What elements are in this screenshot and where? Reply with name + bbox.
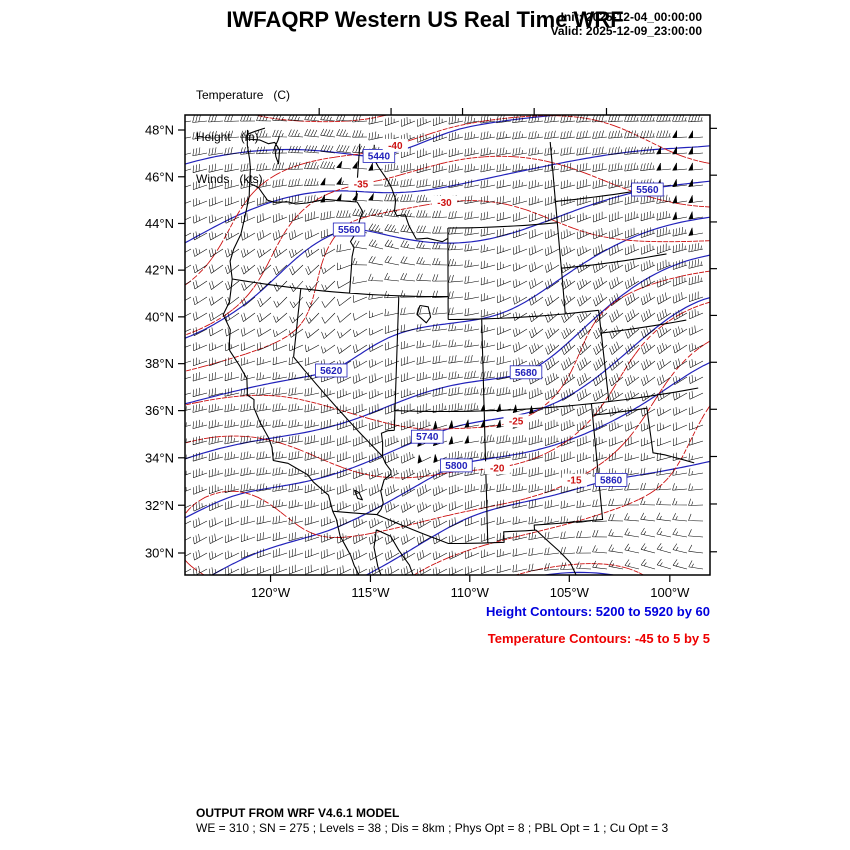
height-contours-caption: Height Contours: 5200 to 5920 by 60 <box>486 604 710 619</box>
contour-labels-layer: 5440 5560 5560 5620 5680 5740 5800 5860 -40 -35 -3… <box>314 138 664 487</box>
contour-label: 5860 <box>600 475 623 486</box>
lat-axis-label: 34°N <box>145 450 174 465</box>
lon-axis-label: 100°W <box>650 585 690 600</box>
field-legend: Temperature (C) Height (m) Winds (kts) <box>196 60 290 200</box>
wind-barbs-layer <box>185 115 704 575</box>
contour-label: -35 <box>354 180 369 191</box>
init-timestamp: Init: 2025-12-04_00:00:00 <box>560 10 702 24</box>
lat-axis-label: 42°N <box>145 263 174 278</box>
contour-label: 5680 <box>515 368 538 379</box>
contour-label: -40 <box>388 141 403 152</box>
map-axes: 48°N 46°N 44°N 42°N 40°N 38°N 36°N 34°N 32°N 30°N… <box>145 108 717 600</box>
contour-label: 5740 <box>416 432 439 443</box>
contour-label: 5620 <box>320 366 343 377</box>
legend-height: Height (m) <box>196 130 259 144</box>
lat-axis-label: 44°N <box>145 216 174 231</box>
lon-axis-label: 115°W <box>351 585 390 600</box>
lat-axis-label: 30°N <box>145 546 174 561</box>
legend-winds: Winds (kts) <box>196 172 263 186</box>
run-timestamps: Init: 2025-12-04_00:00:00 Valid: 2025-12… <box>551 10 702 38</box>
page-title: IWFAQRP Western US Real Time WRF <box>226 7 624 32</box>
contour-label: 5440 <box>368 151 391 162</box>
lat-axis-label: 48°N <box>145 123 174 138</box>
lon-axis-label: 120°W <box>251 585 291 600</box>
contour-label: 5800 <box>445 461 468 472</box>
footer-model-line: OUTPUT FROM WRF V4.6.1 MODEL <box>196 806 400 820</box>
contour-label: -30 <box>437 198 452 209</box>
legend-temperature: Temperature (C) <box>196 88 291 102</box>
lon-axis-label: 105°W <box>550 585 590 600</box>
contour-label: 5560 <box>636 185 659 196</box>
lat-axis-label: 32°N <box>145 498 174 513</box>
lat-axis-label: 36°N <box>145 403 174 418</box>
lat-axis-label: 46°N <box>145 169 174 184</box>
footer-config-line: WE = 310 ; SN = 275 ; Levels = 38 ; Dis … <box>196 821 669 835</box>
contour-label: -15 <box>567 476 582 487</box>
contour-label: -25 <box>509 416 524 427</box>
lat-axis-label: 40°N <box>145 309 174 324</box>
contour-label: 5560 <box>338 225 361 236</box>
map-frame <box>184 114 711 576</box>
valid-timestamp: Valid: 2025-12-09_23:00:00 <box>550 24 702 38</box>
contour-label: -20 <box>490 463 505 474</box>
temperature-contours-caption: Temperature Contours: -45 to 5 by 5 <box>487 631 710 646</box>
lat-axis-label: 38°N <box>145 356 174 371</box>
lon-axis-label: 110°W <box>451 585 490 600</box>
